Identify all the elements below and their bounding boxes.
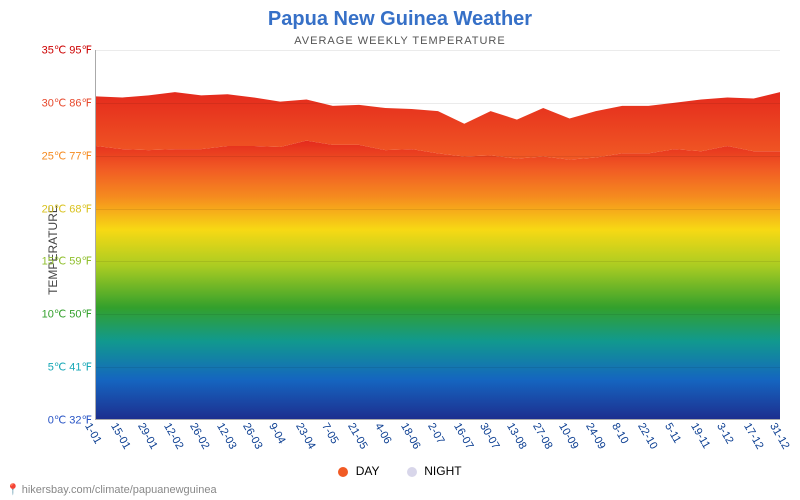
- legend: DAY NIGHT: [0, 464, 800, 478]
- legend-item-day: DAY: [338, 464, 379, 478]
- x-tick: 17-12: [741, 420, 767, 451]
- gridline: [96, 367, 780, 368]
- chart-title: Papua New Guinea Weather: [0, 0, 800, 31]
- map-pin-icon: 📍: [6, 483, 20, 496]
- x-tick: 1-01: [82, 420, 105, 446]
- gridline: [96, 50, 780, 51]
- x-tick: 31-12: [767, 420, 793, 451]
- x-tick: 22-10: [635, 420, 661, 451]
- x-tick: 5-11: [662, 420, 685, 445]
- legend-label-night: NIGHT: [424, 464, 461, 478]
- chart-container: Papua New Guinea Weather AVERAGE WEEKLY …: [0, 0, 800, 500]
- x-tick: 26-03: [240, 420, 266, 451]
- chart-subtitle: AVERAGE WEEKLY TEMPERATURE: [0, 31, 800, 47]
- plot-area: 0℃ 32℉5℃ 41℉10℃ 50℉15℃ 59℉20℃ 68℉25℃ 77℉…: [95, 50, 780, 420]
- x-tick: 15-01: [108, 420, 134, 451]
- y-tick: 35℃ 95℉: [42, 44, 96, 57]
- x-tick: 9-04: [267, 420, 290, 446]
- x-tick: 4-06: [372, 420, 395, 446]
- x-tick: 26-02: [188, 420, 214, 451]
- x-tick: 8-10: [609, 420, 632, 446]
- x-tick: 12-03: [214, 420, 240, 451]
- gridline: [96, 261, 780, 262]
- x-tick: 23-04: [293, 420, 319, 451]
- x-tick: 27-08: [530, 420, 556, 451]
- x-tick: 29-01: [135, 420, 161, 451]
- gridline: [96, 103, 780, 104]
- legend-item-night: NIGHT: [407, 464, 462, 478]
- y-tick: 5℃ 41℉: [48, 361, 96, 374]
- attribution-text: hikersbay.com/climate/papuanewguinea: [22, 484, 217, 496]
- y-tick: 20℃ 68℉: [42, 202, 96, 215]
- x-tick: 12-02: [161, 420, 187, 451]
- night-area-path: [96, 141, 780, 419]
- y-tick: 10℃ 50℉: [42, 308, 96, 321]
- x-tick: 10-09: [556, 420, 582, 451]
- y-tick: 25℃ 77℉: [42, 149, 96, 162]
- y-axis-label: TEMPERATURE: [46, 205, 60, 295]
- y-tick: 30℃ 86℉: [42, 96, 96, 109]
- attribution: 📍hikersbay.com/climate/papuanewguinea: [6, 483, 217, 496]
- x-tick: 3-12: [714, 420, 737, 446]
- x-tick: 2-07: [425, 420, 448, 446]
- x-tick: 24-09: [583, 420, 609, 451]
- x-tick: 7-05: [319, 420, 342, 446]
- legend-swatch-night: [407, 467, 417, 477]
- gridline: [96, 314, 780, 315]
- gridline: [96, 209, 780, 210]
- legend-label-day: DAY: [356, 464, 380, 478]
- legend-swatch-day: [338, 467, 348, 477]
- gridline: [96, 156, 780, 157]
- x-tick: 21-05: [346, 420, 372, 451]
- x-tick: 30-07: [477, 420, 503, 451]
- x-tick: 19-11: [688, 420, 714, 451]
- area-svg: [96, 50, 780, 419]
- x-tick: 16-07: [451, 420, 477, 451]
- x-tick: 13-08: [504, 420, 530, 451]
- x-tick: 18-06: [398, 420, 424, 451]
- y-tick: 15℃ 59℉: [42, 255, 96, 268]
